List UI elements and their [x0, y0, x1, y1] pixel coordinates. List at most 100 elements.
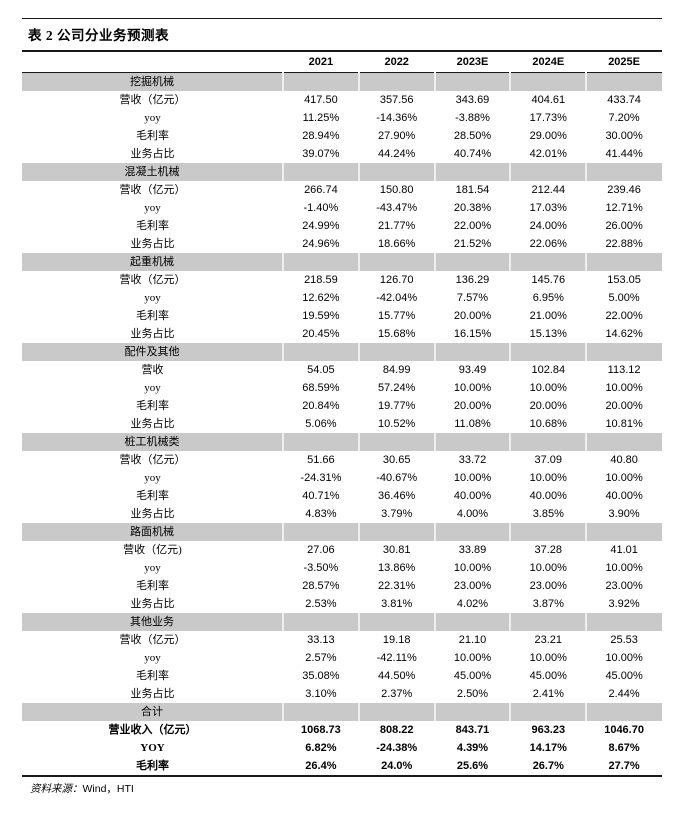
value-cell: 12.62% — [302, 292, 340, 304]
value-cell: 22.00% — [453, 220, 492, 232]
metric-label: 业务占比 — [130, 688, 175, 700]
metric-label: yoy — [144, 652, 161, 664]
value-cell: 8.67% — [608, 742, 640, 754]
value-cell: 33.13 — [307, 634, 335, 646]
value-cell: 25.6% — [456, 760, 489, 772]
value-cell: 35.08% — [302, 670, 340, 682]
year-column-header: 2021 — [283, 51, 359, 73]
value-cell: 2.37% — [381, 688, 413, 700]
value-cell: 10.00% — [529, 562, 567, 574]
value-cell: 343.69 — [455, 94, 490, 106]
section-band-cell — [509, 523, 587, 541]
value-cell: 14.17% — [529, 742, 567, 754]
value-cell: 3.85% — [532, 508, 564, 520]
metric-label: YOY — [140, 742, 165, 754]
value-cell: 1046.70 — [604, 724, 644, 736]
value-cell: 4.02% — [456, 598, 489, 610]
value-cell: 2.57% — [305, 652, 337, 664]
metric-label: 营收（亿元) — [123, 544, 182, 556]
section-band-cell — [282, 433, 359, 451]
metric-row: 业务占比 3.10% 2.37% 2.50% 2.41% 2.44% — [22, 685, 662, 703]
section-band-cell — [357, 163, 435, 181]
value-cell: 7.57% — [456, 292, 489, 304]
metric-label: 营业收入（亿元） — [108, 724, 197, 736]
value-cell: 136.29 — [455, 274, 490, 286]
value-cell: 21.00% — [529, 310, 567, 322]
value-cell: 33.72 — [458, 454, 487, 466]
metric-label: yoy — [144, 202, 161, 214]
value-cell: 15.13% — [529, 328, 567, 340]
value-cell: 357.56 — [379, 94, 414, 106]
value-cell: 20.00% — [605, 400, 643, 412]
section-band-cell — [509, 343, 587, 361]
metric-row: 业务占比 4.83% 3.79% 4.00% 3.85% 3.90% — [22, 505, 662, 523]
metric-label: 营收（亿元） — [119, 94, 186, 106]
section-header-row: 起重机械 — [22, 253, 662, 271]
metric-label: 毛利率 — [136, 220, 169, 232]
year-column-header: 2022 — [358, 51, 435, 73]
section-band-cell — [509, 72, 587, 91]
section-band-cell — [509, 433, 587, 451]
section-band-cell — [509, 613, 587, 631]
value-cell: 20.00% — [529, 400, 567, 412]
value-cell: 963.23 — [531, 724, 566, 736]
business-forecast-table: 2021 2022 2023E 2024E 2025E 挖掘机械 营收（亿元） 417.50… — [22, 50, 662, 777]
metric-row: yoy -3.50% 13.86% 10.00% 10.00% 10.00% — [22, 559, 662, 577]
section-band-cell — [585, 523, 662, 541]
value-cell: 24.00% — [529, 220, 567, 232]
corner-cell — [22, 51, 283, 73]
metric-label: 营收（亿元） — [119, 184, 186, 196]
metric-label: 营收（亿元） — [119, 274, 186, 286]
value-cell: 12.71% — [605, 202, 643, 214]
section-name: 其他业务 — [22, 613, 283, 631]
section-band-cell — [509, 163, 587, 181]
value-cell: 27.7% — [608, 760, 640, 772]
value-cell: 181.54 — [455, 184, 490, 196]
value-cell: 57.24% — [378, 382, 416, 394]
value-cell: 45.00% — [529, 670, 567, 682]
value-cell: 40.80 — [610, 454, 638, 466]
value-cell: 54.05 — [307, 364, 335, 376]
value-cell: 145.76 — [531, 274, 566, 286]
value-cell: 23.00% — [605, 580, 643, 592]
value-cell: 22.06% — [529, 238, 567, 250]
value-cell: 28.94% — [302, 130, 340, 142]
value-cell: 6.95% — [532, 292, 564, 304]
section-band-cell — [357, 253, 435, 271]
value-cell: 27.90% — [378, 130, 416, 142]
value-cell: 5.00% — [608, 292, 640, 304]
value-cell: 1068.73 — [301, 724, 341, 736]
value-cell: 40.00% — [605, 490, 643, 502]
value-cell: -42.11% — [376, 652, 417, 664]
value-cell: 26.4% — [305, 760, 337, 772]
metric-row: 营收 54.05 84.99 93.49 102.84 113.12 — [22, 361, 662, 379]
section-band-cell — [509, 703, 587, 721]
value-cell: 18.66% — [378, 238, 416, 250]
value-cell: 15.77% — [378, 310, 416, 322]
value-cell: 4.00% — [456, 508, 489, 520]
value-cell: 22.00% — [605, 310, 643, 322]
value-cell: 20.45% — [302, 328, 340, 340]
metric-row: 毛利率 28.57% 22.31% 23.00% 23.00% 23.00% — [22, 577, 662, 595]
metric-label: 毛利率 — [136, 670, 169, 682]
value-cell: 3.90% — [608, 508, 640, 520]
value-cell: -24.38% — [376, 742, 418, 754]
value-cell: 11.25% — [302, 112, 340, 124]
value-cell: 40.00% — [453, 490, 492, 502]
section-band-cell — [585, 72, 662, 91]
section-name: 合计 — [22, 703, 283, 721]
value-cell: 37.28 — [534, 544, 563, 556]
section-band-cell — [357, 343, 435, 361]
value-cell: 10.00% — [453, 472, 492, 484]
value-cell: 16.15% — [453, 328, 492, 340]
section-band-cell — [433, 613, 511, 631]
metric-label: yoy — [144, 472, 161, 484]
value-cell: 218.59 — [304, 274, 338, 286]
value-cell: 93.49 — [458, 364, 487, 376]
section-band-cell — [282, 523, 359, 541]
value-cell: 17.73% — [529, 112, 567, 124]
value-cell: 433.74 — [607, 94, 641, 106]
value-cell: 7.20% — [608, 112, 640, 124]
value-cell: 10.00% — [453, 562, 492, 574]
value-cell: 153.05 — [607, 274, 641, 286]
